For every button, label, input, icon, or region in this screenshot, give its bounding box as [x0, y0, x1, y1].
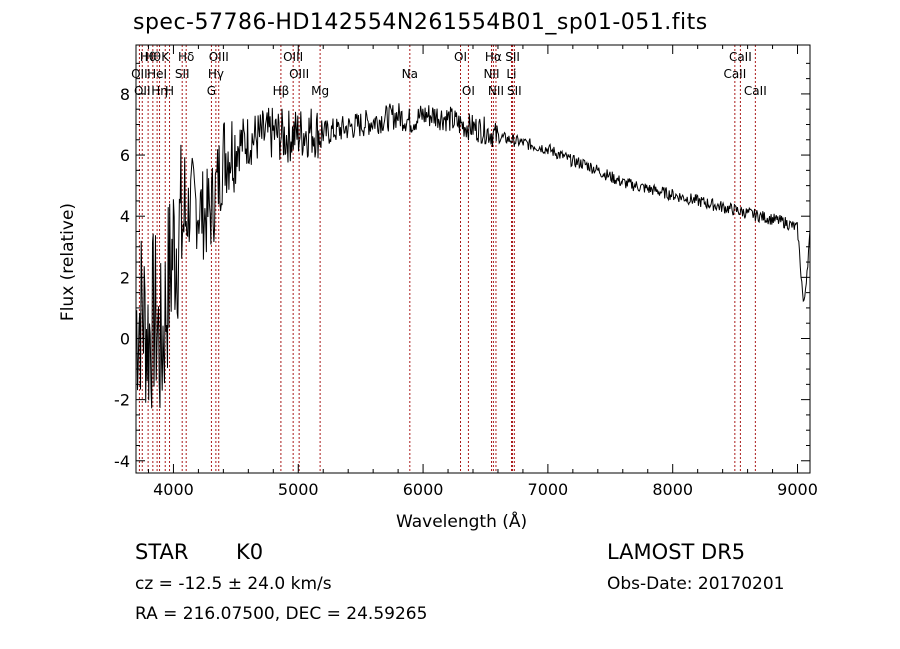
spectral-line-label: H	[165, 84, 174, 98]
survey-name: LAMOST DR5	[607, 540, 746, 564]
spectral-line-label: OI	[462, 84, 475, 98]
spectral-line-label: CaII	[729, 50, 752, 64]
spectral-line-label: SII	[507, 84, 522, 98]
y-tick-label: 6	[120, 146, 130, 165]
object-subclass: K0	[236, 540, 264, 564]
spectral-line-label: OII	[134, 84, 151, 98]
spectral-line-label: Na	[402, 67, 418, 81]
spectral-line-label: OIII	[289, 67, 309, 81]
x-tick-label: 8000	[652, 480, 693, 499]
spectral-line-label: K	[161, 50, 170, 64]
observation-date: Obs-Date: 20170201	[607, 574, 785, 594]
spectral-line-label: CaII	[744, 84, 767, 98]
spectral-line-label: Hθ	[140, 50, 156, 64]
y-axis-label: Flux (relative)	[58, 202, 78, 322]
spectral-line-label: NII	[483, 67, 499, 81]
spectral-line-label: Hα	[485, 50, 502, 64]
x-tick-label: 6000	[403, 480, 444, 499]
spectral-line-label: NII	[488, 84, 504, 98]
x-tick-label: 5000	[278, 480, 319, 499]
spectral-line-label: OI	[454, 50, 467, 64]
spectral-line-label: Mg	[311, 84, 329, 98]
spectral-line-label: Li	[506, 67, 516, 81]
plot-frame	[135, 44, 811, 474]
spectral-line-label: G	[207, 84, 216, 98]
redshift-velocity: cz = -12.5 ± 24.0 km/s	[135, 574, 332, 594]
chart-title: spec-57786-HD142554N261554B01_sp01-051.f…	[133, 10, 708, 35]
spectrum-line	[135, 103, 811, 409]
spectral-line-markers	[138, 45, 756, 473]
spectral-line-label: Hθ	[145, 50, 161, 64]
spectral-line-label: CaII	[723, 67, 746, 81]
x-tick-label: 7000	[528, 480, 569, 499]
spectral-line-label: SII	[175, 67, 190, 81]
spectral-line-label: Hβ	[273, 84, 290, 98]
y-tick-label: -4	[114, 452, 130, 471]
spectral-line-label: Hδ	[178, 50, 194, 64]
y-tick-label: 2	[120, 268, 130, 287]
y-tick-label: 4	[120, 207, 130, 226]
spectral-line-label: OIII	[283, 50, 303, 64]
x-tick-label: 4000	[153, 480, 194, 499]
y-tick-label: 0	[120, 329, 130, 348]
spectral-line-label: OII	[131, 67, 148, 81]
x-axis-label: Wavelength (Å)	[396, 512, 528, 532]
spectral-line-label: HeI	[147, 67, 167, 81]
x-tick-label: 9000	[777, 480, 818, 499]
spectral-line-label: OIII	[209, 50, 229, 64]
y-tick-label: 8	[120, 85, 130, 104]
coordinates: RA = 216.07500, DEC = 24.59265	[135, 604, 428, 624]
spectrum-series	[135, 103, 811, 409]
spectral-line-label: Hη	[151, 84, 168, 98]
axes: 4000 5000 6000 7000 8000 9000 -4 -2 0 2 4 6 8	[114, 45, 818, 499]
spectral-line-label: Hγ	[208, 67, 224, 81]
y-tick-label: -2	[114, 391, 130, 410]
object-class: STAR	[135, 540, 189, 564]
spectral-line-label: SII	[505, 50, 520, 64]
